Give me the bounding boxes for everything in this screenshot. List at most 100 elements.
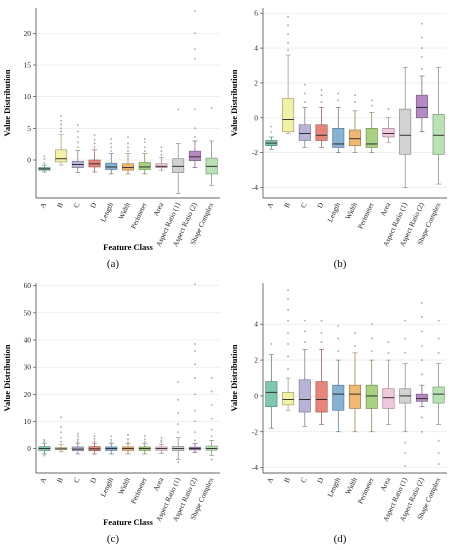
box-9 <box>415 301 428 433</box>
outlier-point <box>437 337 440 340</box>
outlier-point <box>370 323 373 326</box>
y-tick-label: 2 <box>254 356 258 365</box>
box-body <box>315 381 328 413</box>
outlier-point <box>177 461 180 464</box>
box-8 <box>399 319 412 467</box>
outlier-point <box>421 344 423 347</box>
outlier-point <box>354 332 356 335</box>
outlier-point <box>60 115 62 118</box>
outlier-point <box>160 439 163 442</box>
caption-c: (c) <box>106 533 120 545</box>
outlier-point <box>127 136 129 139</box>
outlier-point <box>143 146 146 149</box>
y-axis-title: Value Distribution <box>229 69 239 136</box>
outlier-point <box>370 350 373 353</box>
box-body <box>315 124 328 141</box>
outlier-point <box>93 146 96 149</box>
outlier-point <box>194 343 196 345</box>
outlier-point <box>287 298 289 301</box>
outlier-point <box>160 150 163 153</box>
box-body <box>432 114 445 155</box>
outlier-point <box>354 344 356 347</box>
box-body <box>365 384 378 409</box>
box-0 <box>38 155 51 173</box>
outlier-point <box>143 438 146 441</box>
box-10 <box>432 66 445 185</box>
y-tick-label: 15 <box>24 61 32 70</box>
box-body <box>365 127 378 148</box>
box-body <box>138 162 151 170</box>
outlier-point <box>287 343 289 345</box>
category-label: A <box>266 201 276 210</box>
box-8 <box>399 66 412 188</box>
outlier-point <box>76 435 79 438</box>
chart-a-svg: 0 5 10 15 20 Value Distribution Feature Class A… <box>2 8 220 252</box>
box-body <box>298 379 311 413</box>
outlier-point <box>303 83 306 86</box>
chart-d-svg: -4 -2 0 2 4 Value Distribution A B C D Length Width… <box>229 283 447 523</box>
box-2 <box>71 432 84 455</box>
y-axis-title: Value Distribution <box>2 344 12 411</box>
outlier-point <box>303 101 306 104</box>
box-body <box>332 384 345 411</box>
chart-b-svg: -4 -2 0 2 4 6 Value Distribution A B C D Length Widt… <box>229 8 447 248</box>
box-body <box>55 149 68 163</box>
box-body <box>172 158 185 173</box>
outlier-point <box>270 343 273 345</box>
outlier-point <box>93 437 96 440</box>
box-1 <box>282 15 295 134</box>
category-label: Width <box>344 201 359 221</box>
category-label: D <box>89 476 98 484</box>
category-label: Area <box>152 201 165 218</box>
outlier-point <box>320 94 323 97</box>
y-tick-label: 10 <box>24 417 32 426</box>
outlier-point <box>354 101 356 104</box>
outlier-point <box>210 404 213 407</box>
category-label: C <box>72 476 81 484</box>
box-3 <box>88 134 101 173</box>
category-label: Length <box>99 476 115 498</box>
box-9 <box>188 10 201 168</box>
category-label: Area <box>379 201 392 218</box>
box-5 <box>349 94 361 153</box>
outlier-point <box>194 10 196 13</box>
outlier-point <box>177 423 180 426</box>
outlier-point <box>60 127 62 130</box>
outlier-point <box>421 330 423 333</box>
outlier-point <box>303 319 306 322</box>
y-tick-label: 2 <box>254 78 258 87</box>
outlier-point <box>60 123 62 126</box>
outlier-point <box>320 89 323 91</box>
box-5 <box>122 136 134 175</box>
y-tick-label: 6 <box>254 9 258 18</box>
box-3 <box>88 435 101 455</box>
category-label: A <box>39 476 49 485</box>
outlier-point <box>421 359 423 361</box>
outlier-point <box>437 452 440 455</box>
y-axis-title: Value Distribution <box>2 69 12 136</box>
outlier-point <box>110 138 113 141</box>
box-6 <box>365 99 378 153</box>
outlier-point <box>60 425 62 428</box>
box-9 <box>415 22 428 133</box>
outlier-point <box>93 138 96 141</box>
outlier-point <box>287 24 289 27</box>
category-label: Length <box>326 476 342 498</box>
y-tick-label: 10 <box>24 92 32 101</box>
box-10 <box>432 319 445 465</box>
y-tick-label: 4 <box>254 44 258 53</box>
outlier-point <box>76 141 79 144</box>
outlier-point <box>177 412 180 415</box>
outlier-point <box>194 48 196 51</box>
outlier-point <box>320 341 323 344</box>
category-label: Length <box>99 201 115 223</box>
box-body <box>265 381 278 407</box>
outlier-point <box>60 431 62 434</box>
category-label: Perimeter <box>129 201 148 230</box>
outlier-point <box>76 124 79 127</box>
outlier-point <box>60 436 62 439</box>
outlier-point <box>110 435 113 438</box>
category-label: B <box>56 476 65 484</box>
outlier-point <box>93 435 96 437</box>
outlier-point <box>60 119 62 122</box>
